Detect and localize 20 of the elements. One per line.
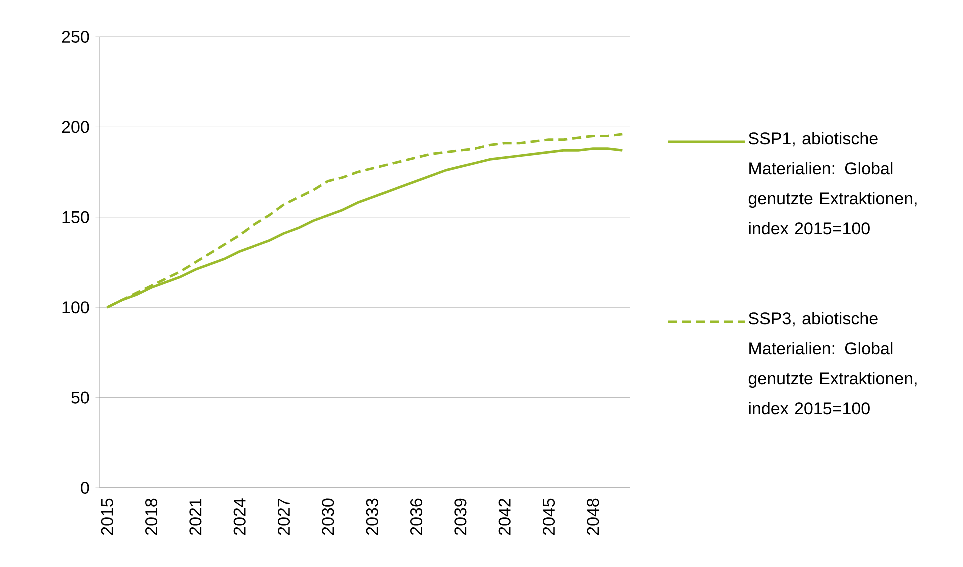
y-tick-label: 100 xyxy=(62,302,90,314)
x-tick-label: 2015 xyxy=(101,498,114,536)
x-tick-label: 2039 xyxy=(454,498,467,536)
x-tick-label: 2018 xyxy=(146,498,158,536)
legend-label: SSP3, abiotische Materialien: Global genutzte Extraktionen, index 2015=100 xyxy=(748,312,917,415)
x-tick-label: 2021 xyxy=(190,498,202,536)
y-tick-label: 50 xyxy=(72,392,90,404)
y-tick-label: 200 xyxy=(62,121,90,134)
x-tick-label: 2036 xyxy=(410,498,423,536)
x-tick-label: 2027 xyxy=(278,498,290,536)
x-tick-label: 2030 xyxy=(322,498,334,536)
y-tick-label: 150 xyxy=(62,211,90,224)
x-tick-label: 2042 xyxy=(498,498,511,536)
x-tick-label: 2024 xyxy=(234,498,246,536)
x-tick-label: 2045 xyxy=(543,498,556,536)
x-tick-label: 2048 xyxy=(587,498,600,536)
y-tick-label: 250 xyxy=(62,30,90,44)
legend-label: SSP1, abiotische Materialien: Global genutzte Extraktionen, index 2015=100 xyxy=(748,132,917,235)
x-tick-label: 2033 xyxy=(366,498,378,536)
y-tick-label: 0 xyxy=(81,482,90,494)
